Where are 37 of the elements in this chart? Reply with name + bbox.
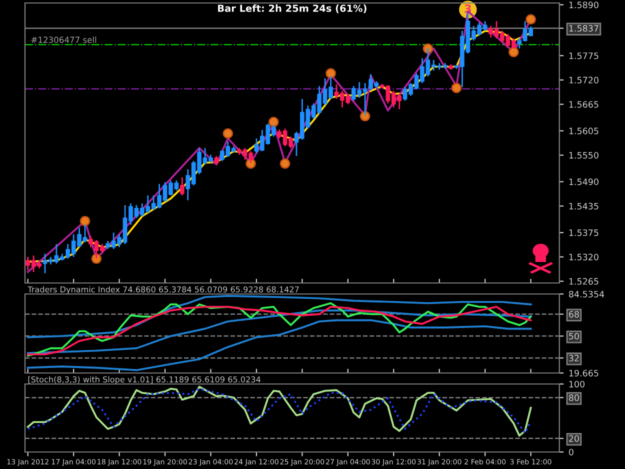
point [222, 128, 234, 139]
y-tick-label: 50 [569, 332, 579, 340]
line-series [26, 319, 532, 372]
y-tick-label: 1.5775 [569, 52, 598, 60]
y-tick-label: 0 [568, 448, 574, 456]
y-tick-label: 32 [569, 354, 579, 362]
chart-title: [Stoch(8,3,3) with Slope v1.01] 65.1189 65.6109 65.0234 [28, 376, 260, 384]
point [526, 14, 536, 25]
point [451, 82, 462, 94]
y-tick-label: 100 [569, 380, 585, 388]
y-tick-label: 80 [568, 394, 579, 402]
y-tick-label: 19.665 [569, 370, 598, 376]
y-tick-label: 1.5605 [569, 128, 598, 134]
y-tick-label: 1.5375 [569, 229, 598, 236]
y-tick-label: 84.5354 [568, 290, 604, 298]
y-tick-label: 1.5490 [569, 178, 598, 186]
point [268, 116, 279, 128]
y-tick-label: 1.5435 [569, 202, 598, 210]
chart-title: Traders Dynamic Index 74.6860 65.3784 56.0709 65.9228 68.1427 [28, 286, 299, 294]
y-tick-label: 1.5720 [569, 76, 598, 84]
y-tick-label: 1.5890 [569, 2, 598, 8]
chart-title: Bar Left: 2h 25m 24s (61%) [218, 4, 366, 14]
y-tick-label: 68 [569, 310, 579, 318]
y-tick-label: 1.5837 [569, 25, 598, 32]
candlestick [180, 176, 184, 196]
point [360, 111, 370, 122]
ref-line-label: #12306477 sell [31, 36, 96, 43]
point [80, 216, 90, 226]
y-tick-label: 1.5665 [569, 101, 598, 108]
line-series [26, 294, 532, 338]
point [280, 158, 290, 169]
point [326, 68, 336, 79]
y-tick-label: 1.5550 [569, 152, 598, 159]
y-tick-label: 20 [569, 435, 579, 442]
point [508, 46, 519, 58]
y-tick-label: 1.5265 [569, 278, 598, 285]
y-tick-label: 1.5320 [569, 254, 598, 260]
